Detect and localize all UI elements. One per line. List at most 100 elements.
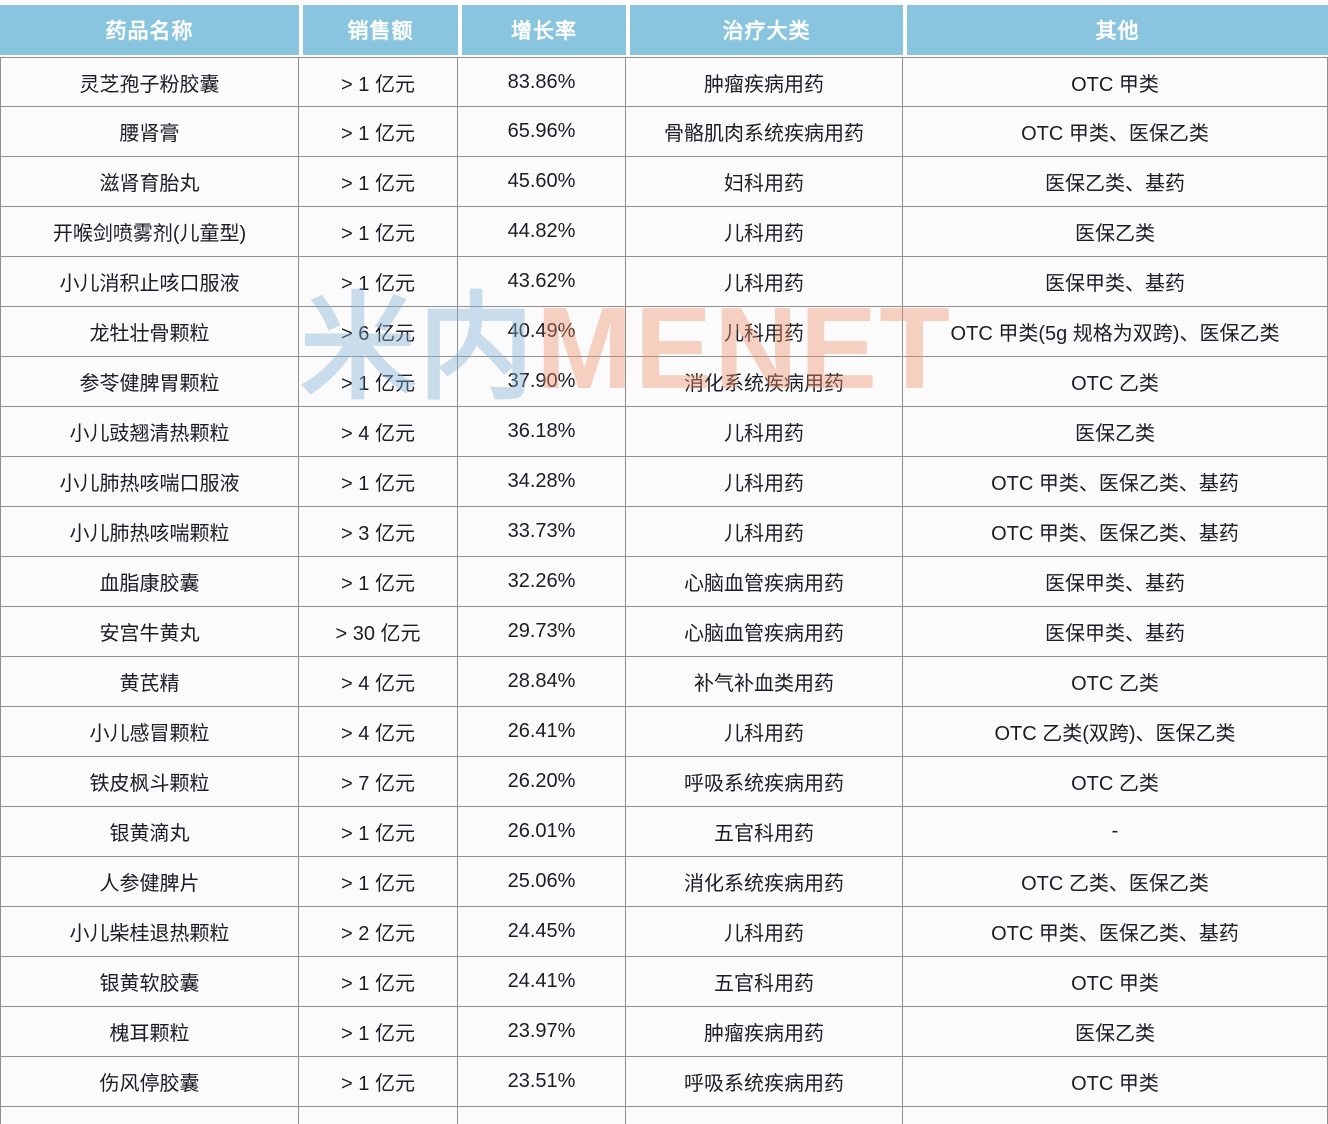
cell-category: 儿科用药 [626,707,903,757]
table-row [0,1107,1328,1124]
cell-category: 五官科用药 [626,807,903,857]
cell-category [626,1107,903,1124]
drug-table: 药品名称 销售额 增长率 治疗大类 其他 灵芝孢子粉胶囊 > 1 亿元 83.86% 肿瘤疾病… [0,5,1328,1124]
cell-drug-name: 伤风停胶囊 [0,1057,299,1107]
cell-drug-name: 龙牡壮骨颗粒 [0,307,299,357]
cell-sales: > 3 亿元 [299,507,458,557]
table-row: 伤风停胶囊 > 1 亿元 23.51% 呼吸系统疾病用药 OTC 甲类 [0,1057,1328,1107]
table-row: 腰肾膏 > 1 亿元 65.96% 骨骼肌肉系统疾病用药 OTC 甲类、医保乙类 [0,107,1328,157]
cell-drug-name: 银黄软胶囊 [0,957,299,1007]
cell-category: 消化系统疾病用药 [626,857,903,907]
cell-other: OTC 乙类(双跨)、医保乙类 [903,707,1328,757]
cell-growth-rate: 32.26% [458,557,626,607]
cell-growth-rate: 65.96% [458,107,626,157]
table-row: 槐耳颗粒 > 1 亿元 23.97% 肿瘤疾病用药 医保乙类 [0,1007,1328,1057]
cell-drug-name: 小儿消积止咳口服液 [0,257,299,307]
cell-category: 五官科用药 [626,957,903,1007]
cell-drug-name: 银黄滴丸 [0,807,299,857]
cell-drug-name: 腰肾膏 [0,107,299,157]
cell-growth-rate: 26.20% [458,757,626,807]
cell-growth-rate: 23.97% [458,1007,626,1057]
cell-growth-rate: 36.18% [458,407,626,457]
table-row: 小儿肺热咳喘口服液 > 1 亿元 34.28% 儿科用药 OTC 甲类、医保乙类、基药 [0,457,1328,507]
cell-drug-name: 黄芪精 [0,657,299,707]
cell-growth-rate: 26.01% [458,807,626,857]
cell-sales: > 1 亿元 [299,1007,458,1057]
cell-drug-name: 槐耳颗粒 [0,1007,299,1057]
cell-sales: > 7 亿元 [299,757,458,807]
cell-growth-rate: 44.82% [458,207,626,257]
cell-drug-name: 血脂康胶囊 [0,557,299,607]
header-row: 药品名称 销售额 增长率 治疗大类 其他 [0,5,1328,57]
cell-other [903,1107,1328,1124]
table-row: 小儿肺热咳喘颗粒 > 3 亿元 33.73% 儿科用药 OTC 甲类、医保乙类、基药 [0,507,1328,557]
table-row: 参苓健脾胃颗粒 > 1 亿元 37.90% 消化系统疾病用药 OTC 乙类 [0,357,1328,407]
cell-category: 儿科用药 [626,907,903,957]
cell-other: 医保乙类 [903,207,1328,257]
cell-growth-rate: 24.45% [458,907,626,957]
table-row: 小儿豉翘清热颗粒 > 4 亿元 36.18% 儿科用药 医保乙类 [0,407,1328,457]
cell-category: 儿科用药 [626,407,903,457]
cell-sales: > 1 亿元 [299,257,458,307]
cell-category: 妇科用药 [626,157,903,207]
cell-sales: > 1 亿元 [299,957,458,1007]
column-header-other: 其他 [903,5,1328,57]
cell-sales: > 4 亿元 [299,407,458,457]
table-row: 小儿柴桂退热颗粒 > 2 亿元 24.45% 儿科用药 OTC 甲类、医保乙类、基药 [0,907,1328,957]
table-row: 滋肾育胎丸 > 1 亿元 45.60% 妇科用药 医保乙类、基药 [0,157,1328,207]
cell-sales: > 4 亿元 [299,707,458,757]
cell-other: OTC 乙类、医保乙类 [903,857,1328,907]
cell-growth-rate: 28.84% [458,657,626,707]
cell-other: OTC 甲类(5g 规格为双跨)、医保乙类 [903,307,1328,357]
cell-growth-rate: 25.06% [458,857,626,907]
cell-other: 医保乙类 [903,1007,1328,1057]
cell-growth-rate: 37.90% [458,357,626,407]
table-header: 药品名称 销售额 增长率 治疗大类 其他 [0,5,1328,57]
column-header-sales: 销售额 [299,5,458,57]
cell-sales: > 4 亿元 [299,657,458,707]
cell-growth-rate: 40.49% [458,307,626,357]
cell-other: OTC 甲类 [903,957,1328,1007]
cell-category: 补气补血类用药 [626,657,903,707]
cell-other: 医保甲类、基药 [903,607,1328,657]
cell-category: 儿科用药 [626,457,903,507]
cell-other: - [903,807,1328,857]
cell-growth-rate: 26.41% [458,707,626,757]
cell-other: OTC 甲类、医保乙类、基药 [903,907,1328,957]
cell-growth-rate: 29.73% [458,607,626,657]
cell-drug-name: 小儿感冒颗粒 [0,707,299,757]
table-row: 人参健脾片 > 1 亿元 25.06% 消化系统疾病用药 OTC 乙类、医保乙类 [0,857,1328,907]
cell-category: 骨骼肌肉系统疾病用药 [626,107,903,157]
cell-sales: > 2 亿元 [299,907,458,957]
cell-sales: > 1 亿元 [299,107,458,157]
table-row: 安宫牛黄丸 > 30 亿元 29.73% 心脑血管疾病用药 医保甲类、基药 [0,607,1328,657]
table-row: 铁皮枫斗颗粒 > 7 亿元 26.20% 呼吸系统疾病用药 OTC 乙类 [0,757,1328,807]
cell-category: 肿瘤疾病用药 [626,57,903,107]
table-body: 灵芝孢子粉胶囊 > 1 亿元 83.86% 肿瘤疾病用药 OTC 甲类 腰肾膏 > 1 亿元… [0,57,1328,1124]
cell-other: OTC 乙类 [903,657,1328,707]
cell-growth-rate: 23.51% [458,1057,626,1107]
cell-category: 儿科用药 [626,507,903,557]
cell-sales: > 1 亿元 [299,207,458,257]
cell-drug-name [0,1107,299,1124]
cell-growth-rate: 33.73% [458,507,626,557]
cell-category: 心脑血管疾病用药 [626,607,903,657]
cell-growth-rate [458,1107,626,1124]
table-row: 龙牡壮骨颗粒 > 6 亿元 40.49% 儿科用药 OTC 甲类(5g 规格为双跨)、医… [0,307,1328,357]
column-header-drug-name: 药品名称 [0,5,299,57]
cell-growth-rate: 34.28% [458,457,626,507]
cell-other: OTC 乙类 [903,757,1328,807]
cell-other: OTC 甲类 [903,57,1328,107]
cell-other: OTC 甲类、医保乙类、基药 [903,507,1328,557]
cell-other: 医保甲类、基药 [903,557,1328,607]
cell-sales: > 1 亿元 [299,807,458,857]
cell-category: 呼吸系统疾病用药 [626,757,903,807]
cell-sales: > 30 亿元 [299,607,458,657]
cell-sales: > 1 亿元 [299,457,458,507]
cell-drug-name: 铁皮枫斗颗粒 [0,757,299,807]
table-row: 小儿消积止咳口服液 > 1 亿元 43.62% 儿科用药 医保甲类、基药 [0,257,1328,307]
cell-category: 肿瘤疾病用药 [626,1007,903,1057]
cell-category: 心脑血管疾病用药 [626,557,903,607]
cell-category: 消化系统疾病用药 [626,357,903,407]
